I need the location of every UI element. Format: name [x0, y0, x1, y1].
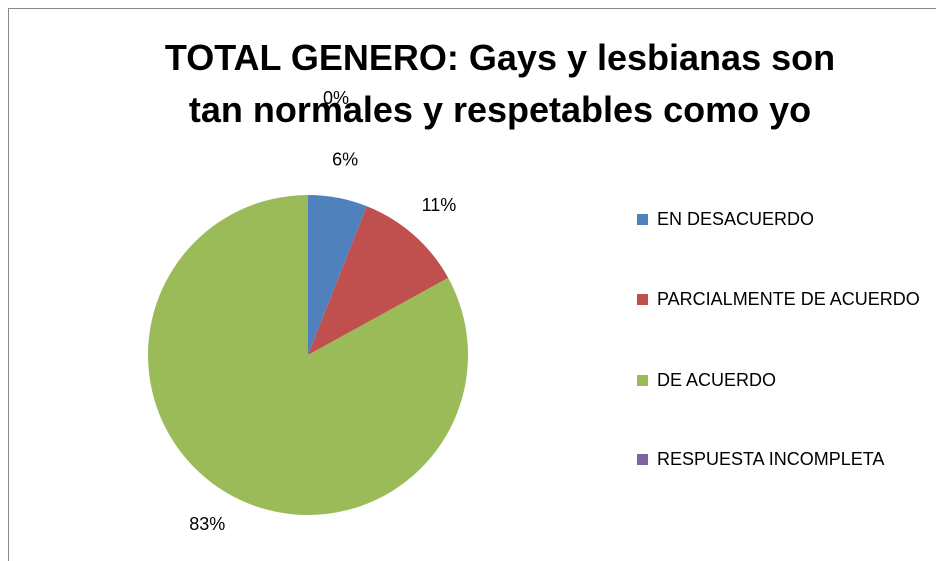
legend-swatch — [637, 454, 648, 465]
legend-swatch — [637, 214, 648, 225]
legend-label: RESPUESTA INCOMPLETA — [657, 449, 885, 469]
legend-label: EN DESACUERDO — [657, 209, 815, 229]
chart-frame — [8, 8, 936, 561]
data-label: 6% — [332, 149, 358, 169]
legend-item: PARCIALMENTE DE ACUERDO — [637, 283, 936, 316]
legend-item: DE ACUERDO — [637, 364, 936, 397]
pie-slice — [308, 206, 449, 355]
data-label: 11% — [422, 195, 457, 215]
pie-slice — [308, 195, 367, 355]
legend-item: EN DESACUERDO — [637, 203, 936, 236]
legend-swatch — [637, 375, 648, 386]
legend-label: DE ACUERDO — [657, 370, 777, 390]
legend-swatch — [637, 294, 648, 305]
legend-label: PARCIALMENTE DE ACUERDO — [657, 289, 920, 309]
legend-item: RESPUESTA INCOMPLETA — [637, 443, 936, 476]
data-label: 0% — [323, 88, 349, 108]
data-label: 83% — [189, 514, 225, 534]
chart-title: TOTAL GENERO: Gays y lesbianas son tan n… — [164, 37, 836, 130]
pie-slice — [148, 195, 469, 515]
